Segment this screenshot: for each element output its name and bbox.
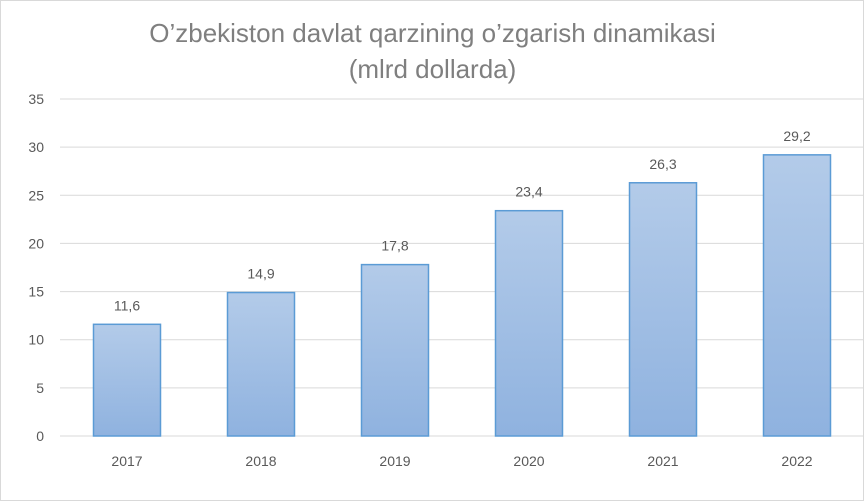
bar-2020 <box>494 209 564 437</box>
chart-title: O’zbekiston davlat qarzining o’zgarish d… <box>149 18 716 48</box>
bar-2021 <box>628 182 698 437</box>
data-label: 14,9 <box>247 266 274 282</box>
gridlines <box>60 98 864 437</box>
bar-2019 <box>360 263 430 437</box>
bar-2017 <box>92 323 162 437</box>
bars <box>92 154 832 437</box>
data-label: 17,8 <box>381 238 408 254</box>
bar-2022 <box>762 154 832 437</box>
y-tick-label: 25 <box>28 187 44 203</box>
y-tick-label: 5 <box>36 380 44 396</box>
data-label: 29,2 <box>783 128 810 144</box>
x-tick-label: 2017 <box>111 453 142 469</box>
x-tick-label: 2019 <box>379 453 410 469</box>
x-tick-label: 2018 <box>245 453 276 469</box>
data-label: 23,4 <box>515 184 542 200</box>
y-tick-label: 10 <box>28 332 44 348</box>
y-tick-label: 35 <box>28 91 44 107</box>
data-label: 26,3 <box>649 156 676 172</box>
chart-subtitle: (mlrd dollarda) <box>348 54 517 84</box>
x-tick-label: 2020 <box>513 453 544 469</box>
y-tick-label: 20 <box>28 235 44 251</box>
y-tick-label: 0 <box>36 428 44 444</box>
data-label: 11,6 <box>114 297 140 313</box>
y-tick-label: 15 <box>28 284 44 300</box>
x-tick-label: 2021 <box>647 453 678 469</box>
y-tick-label: 30 <box>28 139 44 155</box>
bar-2018 <box>226 291 296 437</box>
x-tick-label: 2022 <box>781 453 812 469</box>
labels: 0 5 10 15 20 25 30 35 11,6 2017 14,9 2018 17,8 2019 23… <box>28 91 812 469</box>
